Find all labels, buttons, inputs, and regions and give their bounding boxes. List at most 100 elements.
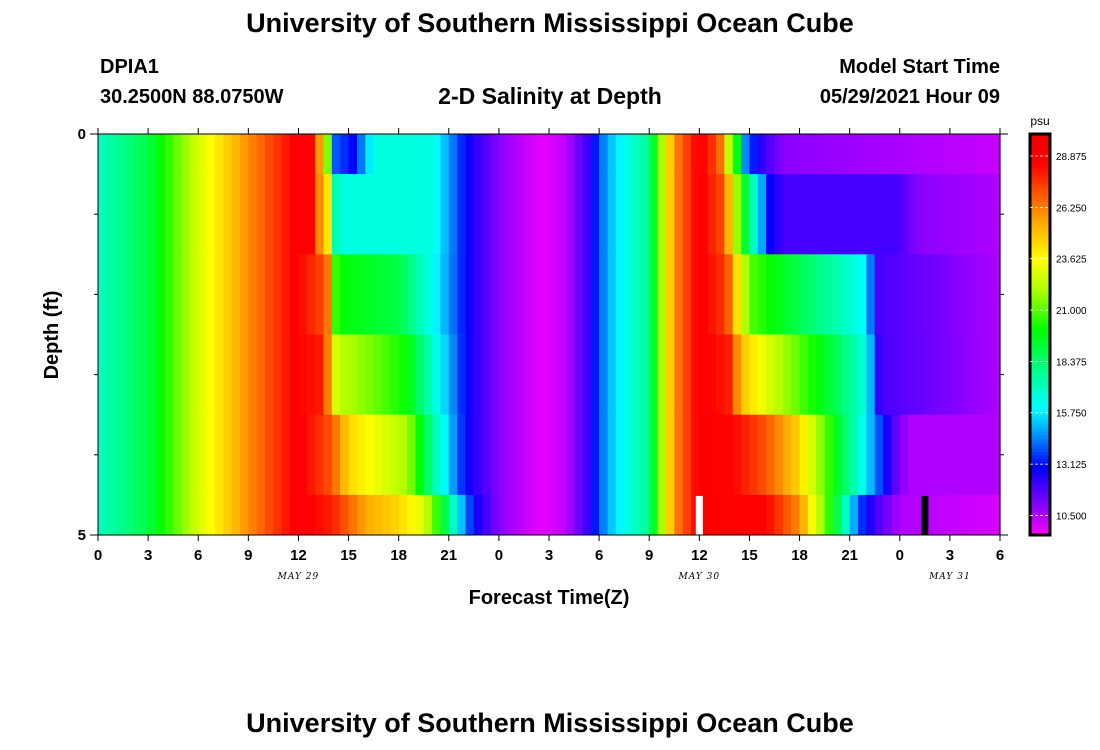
heatmap-cell [348, 334, 358, 416]
heatmap-cell [390, 134, 400, 175]
heatmap-cell [206, 134, 216, 175]
heatmap-cell [214, 134, 224, 175]
heatmap-cell [724, 414, 734, 496]
heatmap-cell [432, 414, 442, 496]
heatmap-cell [582, 174, 592, 255]
heatmap-cell [916, 334, 926, 416]
heatmap-cell [674, 254, 684, 335]
heatmap-cell [231, 174, 241, 255]
heatmap-cell [949, 494, 959, 536]
heatmap-cell [782, 174, 792, 255]
colorbar-segment [1030, 147, 1050, 152]
heatmap-cell [799, 134, 809, 175]
heatmap-cell [323, 174, 333, 255]
heatmap-cell [373, 414, 383, 496]
heatmap-cell [173, 134, 183, 175]
heatmap-cell [148, 134, 158, 175]
heatmap-cell [498, 414, 508, 496]
heatmap-cell [265, 174, 274, 255]
heatmap-cell [874, 414, 884, 496]
heatmap-cell [991, 414, 1001, 496]
heatmap-cell [649, 254, 659, 335]
heatmap-cell [306, 334, 316, 416]
y-axis-label: Depth (ft) [41, 291, 63, 380]
x-tick-label: 15 [340, 547, 357, 564]
heatmap-cell [407, 334, 416, 416]
heatmap-cell [440, 254, 450, 335]
heatmap-cell [265, 254, 274, 335]
heatmap-cell [448, 414, 458, 496]
x-tick-label: 3 [545, 547, 553, 564]
heatmap-cell [540, 334, 550, 416]
heatmap-cell [891, 334, 901, 416]
x-tick-label: 12 [290, 547, 307, 564]
heatmap-cell [415, 414, 425, 496]
heatmap-cell [482, 414, 492, 496]
heatmap-cell [398, 494, 408, 536]
colorbar: 28.875 26.250 23.625 21.000 18.375 15.750 13.1… [1028, 132, 1087, 537]
heatmap-cell [123, 174, 133, 255]
heatmap-cell [114, 414, 124, 496]
colorbar-segment [1030, 304, 1050, 309]
heatmap-cell [290, 254, 300, 335]
heatmap-cell [832, 494, 842, 536]
colorbar-segment [1030, 267, 1050, 272]
heatmap-cell [966, 334, 976, 416]
colorbar-segment [1030, 361, 1050, 366]
heatmap-cell [231, 334, 241, 416]
colorbar-segment [1030, 157, 1050, 162]
heatmap-cell [123, 334, 133, 416]
heatmap-cell [398, 254, 408, 335]
colorbar-segment [1030, 528, 1050, 533]
heatmap-cell [716, 494, 725, 536]
colorbar-segment [1030, 164, 1050, 168]
heatmap-cell [507, 334, 517, 416]
heatmap-cell [590, 134, 600, 175]
heatmap-cell [256, 254, 266, 335]
heatmap-cell [858, 334, 867, 416]
heatmap-cell [657, 494, 667, 536]
heatmap-cell [615, 334, 625, 416]
heatmap-cell [231, 494, 241, 536]
heatmap-cell [624, 494, 634, 536]
heatmap-cell [432, 334, 442, 416]
heatmap-cell [757, 254, 767, 335]
heatmap-cell [281, 494, 291, 536]
heatmap-cell [173, 254, 183, 335]
colorbar-segment [1030, 271, 1050, 275]
heatmap-cell [148, 414, 158, 496]
heatmap-cell [574, 254, 584, 335]
heatmap-cell [331, 174, 341, 255]
heatmap-cell [323, 414, 333, 496]
heatmap-cell [448, 134, 458, 175]
chart-subtitle: 2-D Salinity at Depth [438, 83, 662, 109]
heatmap-cell [632, 414, 642, 496]
heatmap-cell [774, 334, 784, 416]
heatmap-cell [574, 134, 584, 175]
heatmap-cell [423, 134, 433, 175]
heatmap-cell [189, 414, 199, 496]
heatmap-cell [874, 134, 884, 175]
heatmap-cell [649, 334, 659, 416]
colorbar-segment [1030, 177, 1050, 182]
heatmap-cell [181, 134, 191, 175]
colorbar-segment [1030, 418, 1050, 422]
heatmap-cell [958, 414, 968, 496]
colorbar-tick-label: 18.375 [1056, 357, 1087, 368]
heatmap-cell [791, 494, 801, 536]
heatmap-cell [974, 334, 984, 416]
heatmap-cell [565, 334, 575, 416]
heatmap-cell [690, 334, 700, 416]
heatmap-cell [549, 254, 558, 335]
heatmap-cell [716, 174, 725, 255]
heatmap-cell [123, 494, 133, 536]
colorbar-segment [1030, 524, 1050, 529]
heatmap-cell [365, 134, 375, 175]
heatmap-cell [741, 254, 751, 335]
heatmap-cell [699, 174, 709, 255]
heatmap-cell [866, 334, 876, 416]
heatmap-cell [916, 174, 926, 255]
heatmap-cell [690, 254, 700, 335]
heatmap-cell [574, 414, 584, 496]
heatmap-cell [607, 334, 617, 416]
